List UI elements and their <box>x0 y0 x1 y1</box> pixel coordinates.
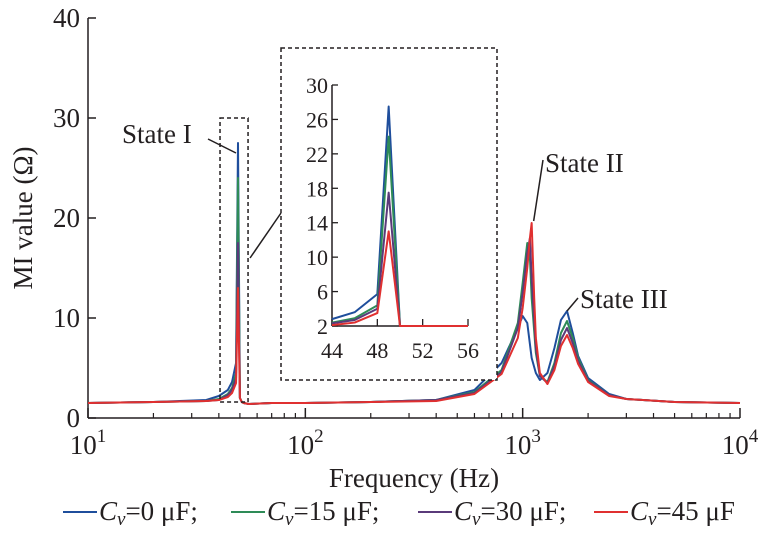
legend-label: Cv=30 μF; <box>454 496 566 530</box>
legend-label-symbol: C <box>630 496 649 526</box>
inset-y-tick-label: 30 <box>306 73 328 98</box>
x-tick-label-exponent: 4 <box>749 426 759 447</box>
inset-connector <box>249 212 282 259</box>
state-ii-leader <box>532 159 544 222</box>
legend-label-value: =45 μF <box>656 496 734 526</box>
state-i-label: State I <box>122 119 192 149</box>
inset-x-tick-label: 44 <box>321 338 343 363</box>
y-tick-label: 0 <box>67 403 81 433</box>
x-tick-label: 101 <box>70 426 107 460</box>
inset-y-tick-label: 2 <box>317 314 328 339</box>
legend-label-subscript: v <box>117 509 126 530</box>
x-tick-label-exponent: 1 <box>97 426 107 447</box>
legend-label-value: =30 μF; <box>480 496 566 526</box>
legend-item: Cv=30 μF; <box>418 496 566 530</box>
inset-y-tick-label: 6 <box>317 280 328 305</box>
x-tick-label: 103 <box>504 426 541 460</box>
inset-y-tick-label: 22 <box>306 142 328 167</box>
legend-label-symbol: C <box>99 496 118 526</box>
series-line-0 <box>87 142 741 405</box>
inset-y-tick-label: 26 <box>306 107 328 132</box>
zoom-box <box>219 117 249 403</box>
legend-label: Cv=45 μF <box>630 496 735 530</box>
state-ii-label: State II <box>545 148 624 178</box>
x-tick-label: 104 <box>722 426 759 460</box>
legend-label-symbol: C <box>267 496 286 526</box>
legend-label-value: =15 μF; <box>293 496 379 526</box>
legend-item: Cv=15 μF; <box>231 496 379 530</box>
legend-label-subscript: v <box>648 509 657 530</box>
y-tick-label: 30 <box>53 103 80 133</box>
x-tick-label: 102 <box>287 426 324 460</box>
y-tick-label: 10 <box>53 303 80 333</box>
state-i-leader <box>207 138 237 154</box>
legend-label-subscript: v <box>472 509 481 530</box>
y-axis-label: MI value (Ω) <box>8 146 38 289</box>
x-axis-label: Frequency (Hz) <box>329 463 499 493</box>
inset-frame <box>280 47 498 381</box>
legend-label: Cv=0 μF; <box>99 496 198 530</box>
legend-item: Cv=0 μF; <box>63 496 198 530</box>
inset-x-tick-label: 52 <box>412 338 434 363</box>
y-tick-label: 20 <box>53 203 80 233</box>
legend-label-symbol: C <box>454 496 473 526</box>
inset-y-tick-label: 18 <box>306 176 328 201</box>
legend-label-subscript: v <box>285 509 294 530</box>
x-tick-label-base: 10 <box>287 430 314 460</box>
state-iii-leader <box>566 297 579 312</box>
x-tick-label-base: 10 <box>504 430 531 460</box>
legend-label: Cv=15 μF; <box>267 496 379 530</box>
inset-series-line-3 <box>331 230 468 327</box>
state-iii-label: State III <box>580 284 668 314</box>
x-tick-label-base: 10 <box>70 430 97 460</box>
inset-x-tick-label: 48 <box>366 338 388 363</box>
x-tick-label-exponent: 3 <box>531 426 541 447</box>
legend-label-value: =0 μF; <box>125 496 197 526</box>
legend: Cv=0 μF; Cv=15 μF; Cv=30 μF; Cv=45 μF <box>63 496 735 530</box>
inset-x-tick-label: 56 <box>457 338 479 363</box>
legend-item: Cv=45 μF <box>594 496 735 530</box>
y-tick-label: 40 <box>53 3 80 33</box>
x-tick-label-base: 10 <box>722 430 749 460</box>
x-tick-label-exponent: 2 <box>314 426 324 447</box>
inset-y-tick-label: 14 <box>306 211 328 236</box>
series-line-3 <box>87 222 741 405</box>
inset-y-tick-label: 10 <box>306 245 328 270</box>
